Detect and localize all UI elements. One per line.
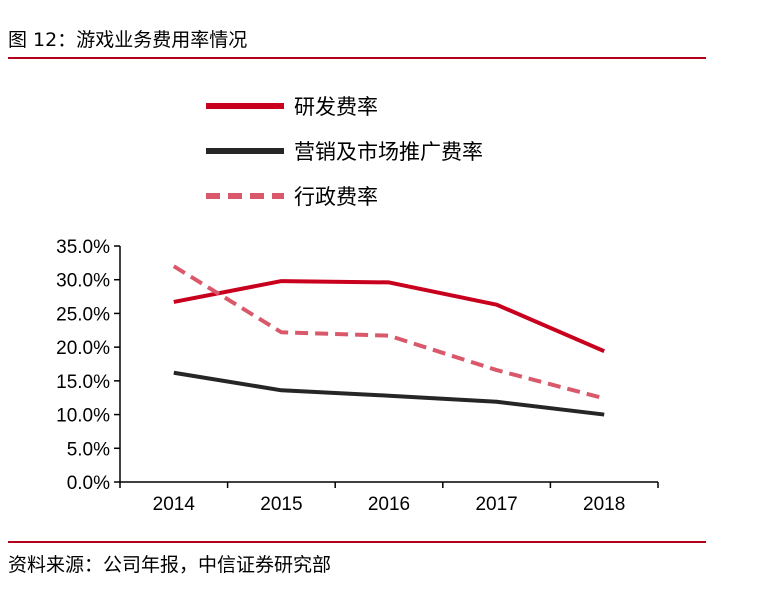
y-tick-label: 0.0% [67,473,110,494]
series-line-3 [172,264,605,401]
series-lines [172,264,605,417]
y-tick-label: 10.0% [56,406,110,427]
x-tick-label: 2016 [368,494,410,515]
x-tick-label: 2017 [475,494,517,515]
bottom-rule [8,541,706,543]
top-rule [8,57,706,59]
series-line-1 [173,279,605,354]
legend-label-1: 研发费率 [294,95,378,119]
y-tick-label: 20.0% [56,338,110,359]
y-tick-label: 15.0% [56,372,110,393]
series-line-2 [173,370,605,417]
x-tick-label: 2014 [153,494,196,515]
x-tick-label: 2015 [260,494,302,515]
y-tick-label: 25.0% [56,304,110,325]
y-tick-label: 5.0% [67,439,110,460]
legend-label-3: 行政费率 [294,185,378,209]
source-note: 资料来源：公司年报，中信证券研究部 [8,554,332,576]
y-tick-label: 30.0% [56,271,110,292]
y-tick-label: 35.0% [56,237,110,258]
axes: 0.0% 5.0% 10.0% 15.0% 20.0% 25.0% 30.0% 35.0% 20… [56,237,659,515]
x-tick-label: 2018 [583,494,625,515]
chart-title: 图 12：游戏业务费用率情况 [8,29,248,51]
legend-label-2: 营销及市场推广费率 [294,140,483,164]
